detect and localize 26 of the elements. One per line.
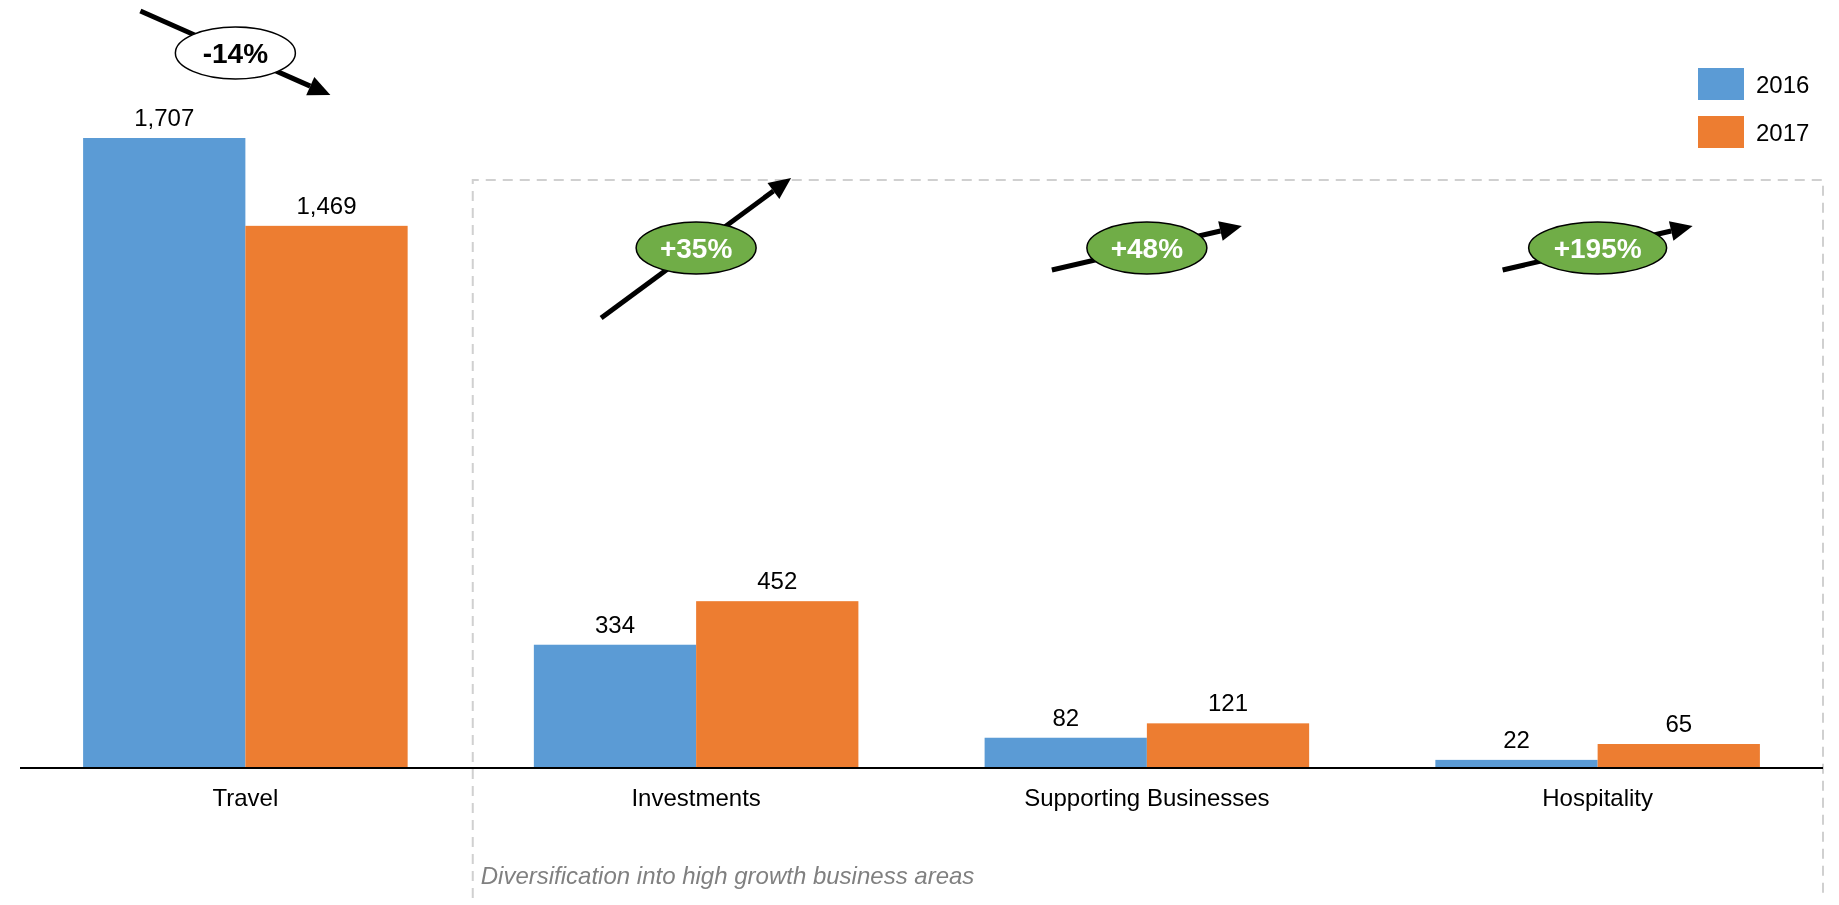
x-tick-label: Travel bbox=[212, 784, 279, 811]
data-label: 82 bbox=[1052, 703, 1080, 731]
data-label: 22 bbox=[1503, 725, 1530, 753]
bar bbox=[83, 138, 246, 768]
data-label: 452 bbox=[757, 567, 798, 595]
annotation: +195% bbox=[1553, 233, 1642, 264]
bar bbox=[1146, 723, 1310, 768]
x-tick-label: Investments bbox=[631, 784, 761, 811]
bar bbox=[245, 225, 408, 768]
bar bbox=[533, 644, 697, 768]
data-label: 121 bbox=[1207, 689, 1249, 717]
data-label: 334 bbox=[594, 610, 636, 638]
data-label: 65 bbox=[1665, 710, 1693, 738]
bar bbox=[984, 737, 1147, 768]
data-label: 1,469 bbox=[296, 191, 357, 219]
x-tick-label: Hospitality bbox=[1542, 784, 1653, 811]
legend-label: 2017 bbox=[1756, 119, 1810, 146]
text: -14% bbox=[202, 38, 269, 69]
annotation: +48% bbox=[1110, 233, 1184, 264]
data-label: 1,707 bbox=[134, 104, 195, 131]
bar bbox=[1597, 744, 1760, 768]
annotation: +35% bbox=[659, 233, 733, 264]
text: Diversification into high growth business areas bbox=[480, 862, 975, 889]
bar bbox=[696, 601, 859, 768]
x-tick-label: Supporting Businesses bbox=[1024, 784, 1270, 811]
legend-label: 2016 bbox=[1756, 71, 1810, 98]
